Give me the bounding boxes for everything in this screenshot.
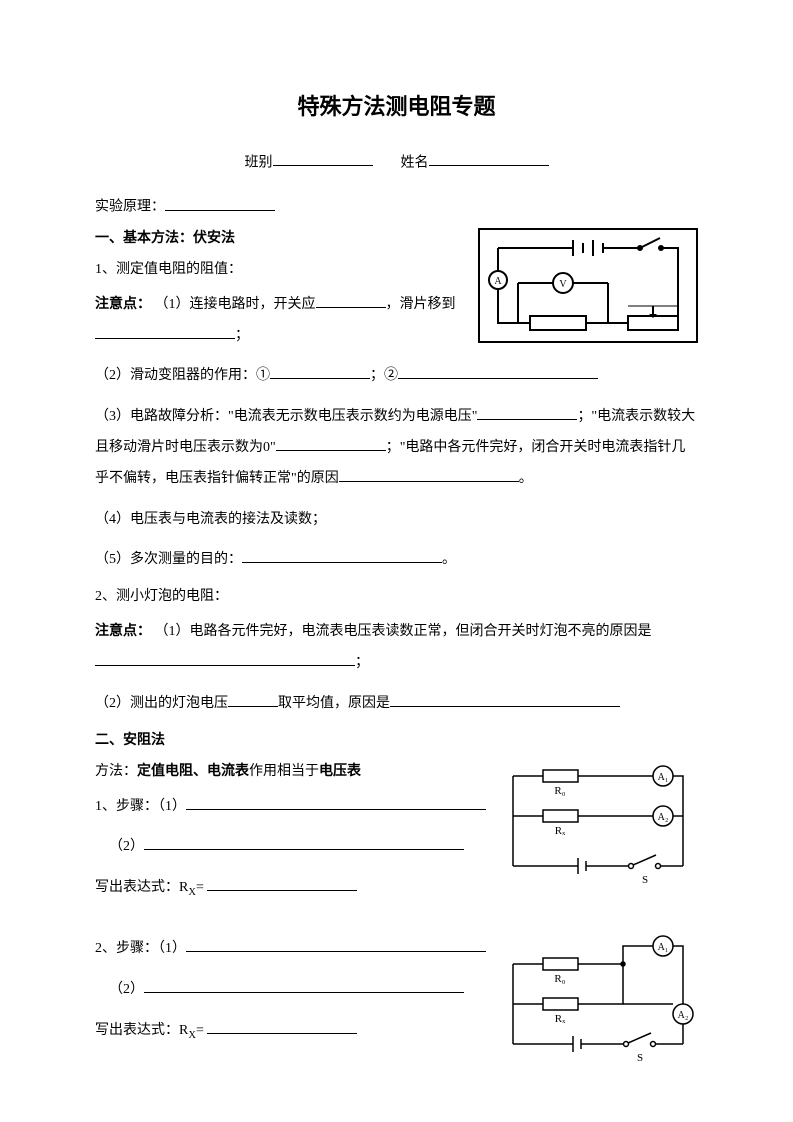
- blank[interactable]: [95, 323, 235, 338]
- blank[interactable]: [144, 835, 464, 850]
- blank[interactable]: [207, 1018, 357, 1033]
- s1-p3a: （3）电路故障分析："电流表无示数电压表示数约为电源电压": [95, 409, 477, 424]
- name-blank[interactable]: [429, 151, 549, 166]
- student-info-line: 班别 姓名: [95, 151, 698, 173]
- blank[interactable]: [316, 292, 386, 307]
- blank[interactable]: [339, 466, 519, 481]
- s1-item2: 2、测小灯泡的电阻：: [95, 586, 698, 607]
- svg-text:S: S: [637, 1052, 643, 1064]
- note-label: 注意点：: [95, 297, 151, 312]
- svg-text:Rₓ: Rₓ: [555, 1013, 566, 1025]
- s1-p5: （5）多次测量的目的： 。: [95, 545, 698, 576]
- method-bold1: 定值电阻、电流表: [137, 764, 249, 779]
- s1-p1b: ，滑片移到: [386, 297, 456, 312]
- rx-eq: =: [196, 880, 204, 895]
- method-plain: 作用相当于: [249, 764, 319, 779]
- blank[interactable]: [186, 794, 486, 809]
- blank[interactable]: [390, 691, 620, 706]
- svg-text:A₁: A₁: [658, 942, 669, 953]
- blank[interactable]: [477, 405, 577, 420]
- blank[interactable]: [207, 876, 357, 891]
- blank[interactable]: [270, 364, 370, 379]
- circuit-diagram-2: A₁ R₀ A₂ Rₓ S: [498, 761, 698, 891]
- method-label: 方法：: [95, 764, 137, 779]
- section2-heading: 二、安阻法: [95, 730, 698, 751]
- s1-p6a: （1）电路各元件完好，电流表电压表读数正常，但闭合开关时灯泡不亮的原因是: [155, 624, 652, 639]
- class-label: 班别: [245, 155, 273, 170]
- s2-step3-label: 2、步骤：（1）: [95, 941, 186, 956]
- svg-text:A₁: A₁: [658, 772, 669, 783]
- blank[interactable]: [242, 548, 442, 563]
- s2-step2-label: （2）: [109, 839, 144, 854]
- svg-text:A: A: [494, 276, 502, 287]
- s1-p7b: 取平均值，原因是: [278, 696, 390, 711]
- blank[interactable]: [186, 937, 486, 952]
- method-bold2: 电压表: [319, 764, 361, 779]
- s1-p1a: （1）连接电路时，开关应: [155, 297, 316, 312]
- s1-p2a: （2）滑动变阻器的作用：①: [95, 368, 270, 383]
- circuit-diagram-1: A V: [478, 228, 698, 343]
- s1-p4: （4）电压表与电流表的接法及读数；: [95, 505, 698, 536]
- s2-step4-label: （2）: [109, 982, 144, 997]
- s1-p7a: （2）测出的灯泡电压: [95, 696, 228, 711]
- name-label: 姓名: [401, 155, 429, 170]
- svg-text:A₂: A₂: [658, 812, 669, 823]
- blank[interactable]: [276, 436, 386, 451]
- rx-label: 写出表达式：R: [95, 880, 188, 895]
- blank[interactable]: [228, 691, 278, 706]
- s1-p7: （2）测出的灯泡电压 取平均值，原因是: [95, 689, 698, 720]
- rx-eq-2: =: [196, 1023, 204, 1038]
- svg-text:S: S: [642, 874, 648, 886]
- s1-p5b: 。: [442, 552, 456, 567]
- principle-label: 实验原理：: [95, 200, 165, 215]
- class-blank[interactable]: [273, 151, 373, 166]
- svg-text:V: V: [559, 279, 567, 290]
- rx-label-2: 写出表达式：R: [95, 1023, 188, 1038]
- rx-sub-2: X: [188, 1029, 196, 1040]
- s1-p5a: （5）多次测量的目的：: [95, 552, 242, 567]
- svg-text:A₂: A₂: [678, 1010, 689, 1021]
- circuit-diagram-3: R₀ A₁ Rₓ A₂ S: [498, 934, 698, 1064]
- svg-text:R₀: R₀: [554, 785, 565, 797]
- svg-text:R₀: R₀: [554, 973, 565, 985]
- svg-text:Rₓ: Rₓ: [555, 825, 566, 837]
- s1-p3: （3）电路故障分析："电流表无示数电压表示数约为电源电压"；"电流表示数较大且移…: [95, 402, 698, 494]
- s2-step1-label: 1、步骤：（1）: [95, 799, 186, 814]
- s1-p1c: ；: [235, 328, 249, 343]
- s1-p6b: ；: [355, 655, 369, 670]
- note-label-2: 注意点：: [95, 624, 151, 639]
- s1-p3d: 。: [519, 471, 533, 486]
- s1-p2b: ；②: [370, 368, 398, 383]
- rx-sub: X: [188, 887, 196, 898]
- s1-p2: （2）滑动变阻器的作用：① ；②: [95, 361, 698, 392]
- page-title: 特殊方法测电阻专题: [95, 90, 698, 123]
- s1-p6: 注意点： （1）电路各元件完好，电流表电压表读数正常，但闭合开关时灯泡不亮的原因…: [95, 617, 698, 679]
- blank[interactable]: [144, 977, 464, 992]
- blank[interactable]: [398, 364, 598, 379]
- blank[interactable]: [95, 651, 355, 666]
- principle-blank[interactable]: [165, 195, 275, 210]
- principle-line: 实验原理：: [95, 195, 698, 217]
